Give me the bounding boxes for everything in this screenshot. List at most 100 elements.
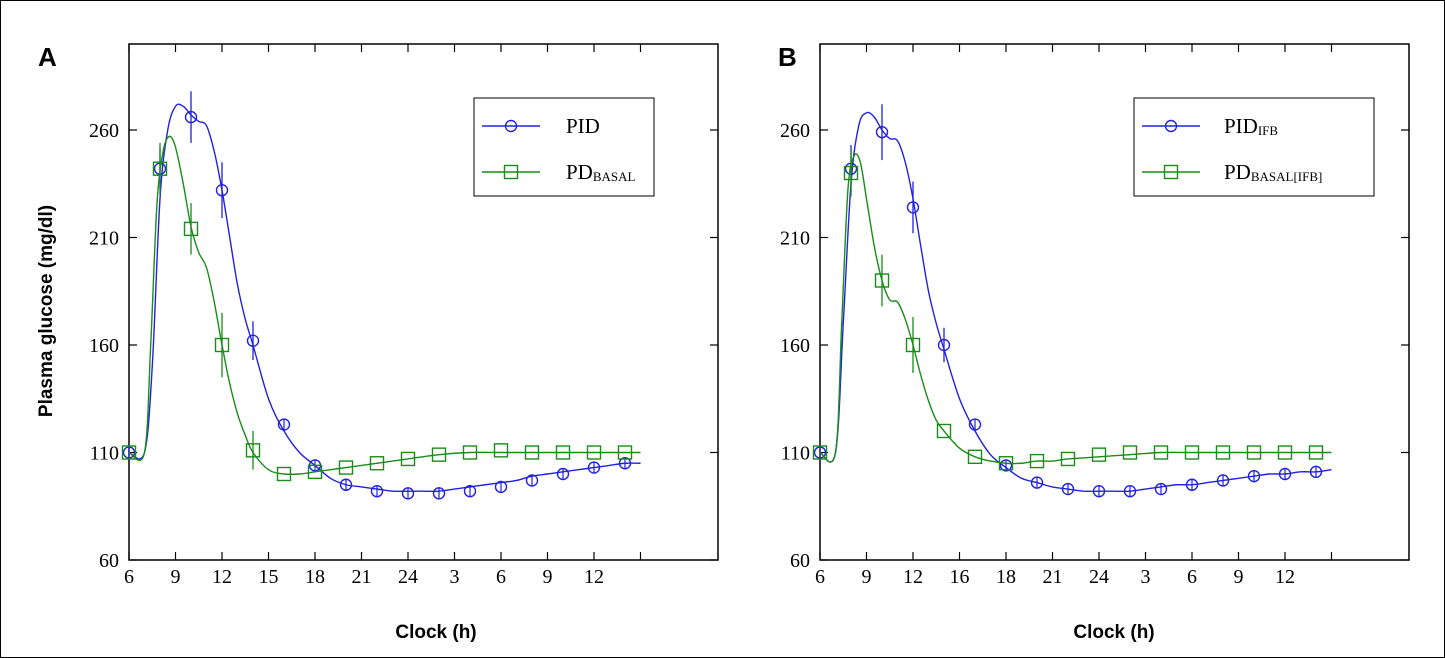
y-tick-label: 110 <box>781 443 810 465</box>
data-point <box>1060 451 1076 467</box>
data-point <box>1122 445 1138 460</box>
legend-name-pd-b: PD <box>1224 160 1251 184</box>
y-tick-label: 160 <box>89 335 119 357</box>
x-tick-label: 9 <box>171 566 181 588</box>
y-axis-label: Plasma glucose (mg/dl) <box>36 205 57 417</box>
data-point <box>338 460 354 475</box>
data-point <box>246 334 260 347</box>
legend-marker-pd-basal-ifb <box>1163 164 1179 180</box>
data-point <box>400 451 416 467</box>
data-point <box>618 457 632 470</box>
data-point <box>121 445 137 460</box>
data-point <box>1154 482 1168 496</box>
x-tick-label: 16 <box>950 566 970 588</box>
y-tick-label: 60 <box>790 550 810 572</box>
data-point <box>586 445 602 460</box>
data-point <box>525 474 539 487</box>
legend-marker-pid <box>504 119 518 133</box>
x-tick-label: 9 <box>1234 566 1244 588</box>
data-point <box>493 443 509 458</box>
data-point <box>494 480 508 494</box>
y-tick-label: 210 <box>780 228 810 250</box>
data-point <box>617 445 633 460</box>
legend-name-pd: PD <box>566 160 593 184</box>
data-point <box>401 487 415 500</box>
x-tick-label: 6 <box>1187 566 1197 588</box>
data-point <box>1309 465 1323 479</box>
data-point <box>462 445 478 460</box>
x-tick-label: 12 <box>903 566 923 588</box>
x-tick-label: 12 <box>212 566 232 588</box>
x-tick-label: 3 <box>450 566 460 588</box>
data-point <box>1030 476 1044 489</box>
legend-label-pid: PID <box>566 114 600 138</box>
data-point <box>214 337 230 353</box>
data-point <box>1184 445 1200 460</box>
legend-marker-pid-ifb <box>1164 119 1178 133</box>
data-point <box>998 456 1014 471</box>
panel-b: B 6 9 12 16 18 21 24 3 6 9 12 60 110 160 210 260 Clock … <box>778 42 1410 643</box>
x-tick-label: 9 <box>543 566 553 588</box>
data-point <box>999 459 1013 472</box>
y-tick-label: 210 <box>89 228 119 250</box>
x-tick-label: 21 <box>1043 566 1063 588</box>
data-point <box>1246 445 1262 460</box>
x-tick-label: 24 <box>398 566 418 588</box>
x-tick-label: 18 <box>305 566 325 588</box>
data-point <box>431 447 447 462</box>
data-point <box>215 183 229 197</box>
legend-b: PIDIFB PDBASAL[IFB] <box>1133 97 1375 197</box>
data-point <box>905 337 921 353</box>
data-point <box>1092 485 1106 498</box>
data-point <box>152 161 168 176</box>
data-point <box>277 418 291 431</box>
data-point <box>183 221 199 237</box>
data-point <box>1247 469 1261 483</box>
legend-name-pid-b: PID <box>1224 114 1258 138</box>
data-point <box>463 485 477 498</box>
x-tick-label: 3 <box>1141 566 1151 588</box>
data-point <box>1278 467 1292 481</box>
data-point <box>812 445 828 460</box>
data-point <box>524 445 540 460</box>
panel-label-a: A <box>38 42 57 72</box>
data-point <box>936 423 952 439</box>
data-point <box>369 456 385 471</box>
plot-area-a: 6 9 12 15 18 21 24 3 6 9 12 60 110 160 210 260 <box>89 43 719 588</box>
data-point <box>813 446 827 459</box>
data-point <box>1308 445 1324 460</box>
legend-box-b <box>1133 97 1375 197</box>
x-tick-label: 6 <box>496 566 506 588</box>
data-point <box>339 478 353 491</box>
series-line-1 <box>819 153 1332 465</box>
legend-label-pid-ifb: PIDIFB <box>1224 114 1278 138</box>
data-point <box>967 449 983 464</box>
data-point <box>245 443 261 458</box>
data-point <box>1029 453 1045 469</box>
data-point <box>1185 478 1199 491</box>
data-point <box>1123 485 1137 498</box>
legend-sub-basal-ifb: BASAL[IFB] <box>1251 169 1323 184</box>
series-line-1 <box>128 135 641 476</box>
data-point <box>556 467 570 481</box>
data-point <box>1215 445 1231 460</box>
data-point <box>122 446 136 459</box>
data-point <box>843 165 859 181</box>
data-point <box>968 418 982 431</box>
legend-sub-ifb: IFB <box>1258 123 1279 138</box>
data-point <box>307 464 323 480</box>
legend-label-pd-basal-ifb: PDBASAL[IFB] <box>1224 160 1322 184</box>
x-tick-label: 9 <box>862 566 872 588</box>
legend-box-a <box>473 97 655 197</box>
data-point <box>555 445 571 460</box>
data-point <box>906 201 920 214</box>
y-tick-label: 260 <box>780 120 810 142</box>
legend-label-pd-basal: PDBASAL <box>566 160 636 184</box>
data-point <box>1216 474 1230 487</box>
data-point <box>875 125 889 139</box>
data-point <box>432 487 446 500</box>
data-point <box>1091 447 1107 462</box>
y-tick-label: 160 <box>780 335 810 357</box>
plot-frame <box>128 43 719 561</box>
panel-label-b: B <box>778 42 797 72</box>
